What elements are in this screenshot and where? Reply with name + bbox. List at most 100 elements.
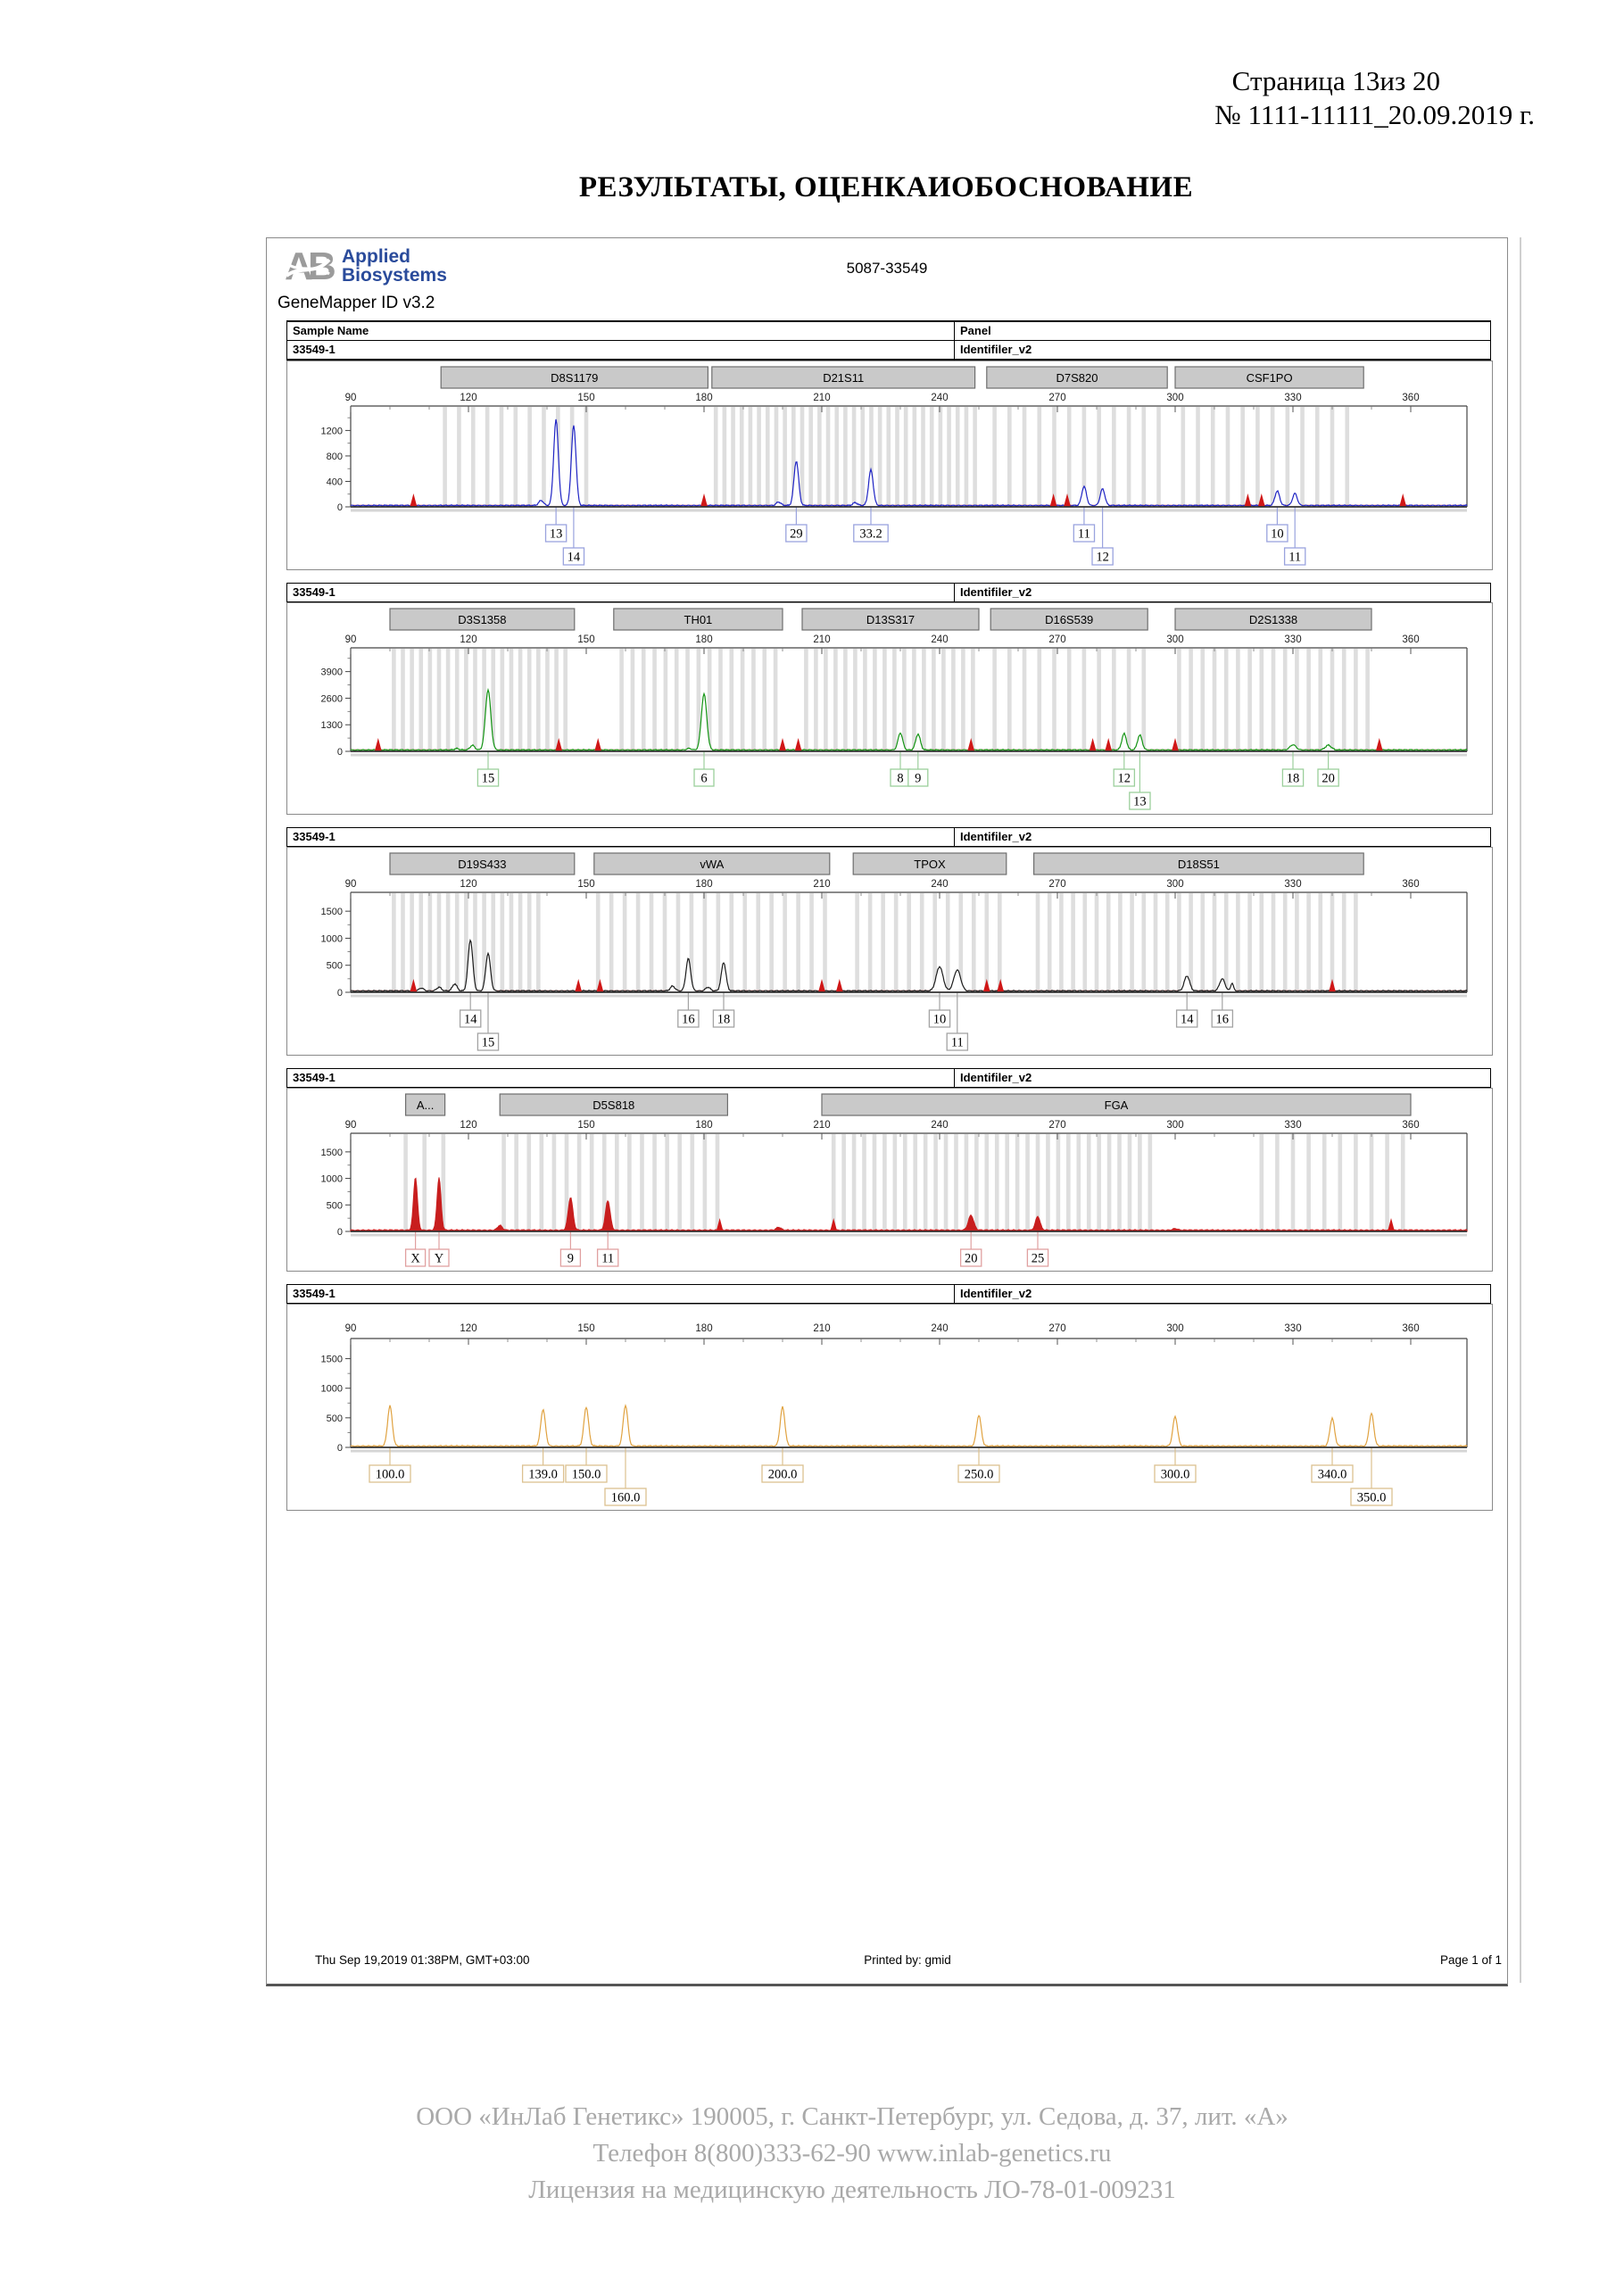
- allele-call-label: Y: [435, 1252, 444, 1266]
- x-axis-tick-label: 330: [1284, 393, 1301, 403]
- y-axis-tick-label: 1000: [321, 933, 343, 944]
- allele-call-box: [1311, 1464, 1354, 1483]
- electropherogram-panel-5: 90 120 150 180 210 240 270 300 330 360 0 500 1000 150…: [286, 1304, 1493, 1511]
- allele-call-label: 139.0: [528, 1468, 558, 1482]
- allele-call-box: [1266, 524, 1288, 543]
- allele-call-box: [1026, 1248, 1049, 1267]
- x-axis-tick-label: 120: [460, 1120, 476, 1131]
- dye-trace-green: [350, 687, 1468, 752]
- marker-label: CSF1PO: [1247, 371, 1293, 385]
- allele-call-label: 12: [1118, 772, 1131, 786]
- marker-box-A: [405, 1093, 446, 1116]
- allele-call-box: [459, 1009, 482, 1028]
- x-axis-tick-label: 270: [1048, 879, 1065, 890]
- allele-call-box: [959, 1248, 982, 1267]
- x-axis-tick-label: 330: [1284, 879, 1301, 890]
- red-marker-triangle: [1399, 493, 1407, 507]
- red-marker-triangle: [967, 738, 975, 751]
- allele-call-box: [946, 1032, 969, 1051]
- red-marker-triangle: [835, 979, 843, 992]
- allele-call-box: [369, 1464, 411, 1483]
- allele-call-box: [907, 768, 929, 787]
- y-axis-tick-label: 0: [337, 1443, 343, 1454]
- allele-call-box: [1317, 768, 1339, 787]
- panel-name: Identifiler_v2: [954, 1069, 1032, 1087]
- allele-call-label: 14: [464, 1013, 477, 1027]
- marker-box-TPOX: [852, 852, 1007, 875]
- x-axis-tick-label: 120: [460, 393, 476, 403]
- red-marker-triangle: [1388, 1218, 1395, 1231]
- x-axis-tick-label: 240: [931, 1323, 948, 1334]
- red-marker-triangle: [1257, 493, 1265, 507]
- allele-call-box: [521, 1464, 565, 1483]
- allele-call-label: 10: [933, 1013, 947, 1027]
- allele-call-label: 300.0: [1161, 1468, 1190, 1482]
- allele-call-box: [761, 1464, 804, 1483]
- marker-box-D19S433: [389, 852, 576, 875]
- marker-label: D5S818: [592, 1098, 634, 1112]
- allele-call-label: 11: [1288, 551, 1301, 565]
- report-page-count: Page 1 of 1: [1439, 1953, 1502, 1967]
- allele-call-label: 100.0: [376, 1468, 405, 1482]
- allele-call-label: 11: [951, 1036, 964, 1050]
- sample-name: 33549-1: [293, 585, 336, 599]
- allele-call-label: 16: [1216, 1013, 1230, 1027]
- x-axis-tick-label: 300: [1166, 879, 1183, 890]
- marker-box-D16S539: [990, 608, 1148, 631]
- dye-trace-blue: [350, 419, 1468, 508]
- electropherogram-panel-4: 90 120 150 180 210 240 270 300 330 360 0 500 1000 150…: [286, 1088, 1493, 1272]
- marker-box-D2S1338: [1174, 608, 1372, 631]
- allele-call-box: [596, 1248, 619, 1267]
- marker-label: D2S1338: [1249, 613, 1297, 626]
- scan-artifact-line: [1520, 237, 1521, 1983]
- y-axis-tick-label: 500: [327, 1200, 343, 1211]
- allele-call-label: X: [410, 1252, 420, 1266]
- x-axis-tick-label: 180: [695, 1323, 712, 1334]
- page-title: РЕЗУЛЬТАТЫ, ОЦЕНКАИОБОСНОВАНИЕ: [578, 171, 1194, 203]
- marker-box-FGA: [821, 1093, 1412, 1116]
- y-axis-tick-label: 500: [327, 1413, 343, 1424]
- allele-call-box: [957, 1464, 1000, 1483]
- allele-call-box: [785, 524, 808, 543]
- allele-call-label: 16: [682, 1013, 695, 1027]
- y-axis-tick-label: 1200: [321, 426, 343, 436]
- print-timestamp: Thu Sep 19,2019 01:38PM, GMT+03:00: [315, 1953, 530, 1967]
- x-axis-tick-label: 180: [695, 1120, 712, 1131]
- allele-call-label: 11: [1078, 527, 1090, 542]
- allele-call-label: 15: [482, 772, 495, 786]
- allele-call-box: [559, 1248, 582, 1267]
- x-axis-tick-label: 240: [931, 879, 948, 890]
- panel-name: Identifiler_v2: [954, 828, 1032, 846]
- allele-call-label: 200.0: [768, 1468, 798, 1482]
- y-axis-tick-label: 2600: [321, 693, 343, 704]
- red-marker-triangle: [794, 738, 802, 751]
- allele-call-box: [1350, 1488, 1393, 1506]
- allele-call-box: [1129, 792, 1151, 810]
- allele-call-label: 20: [1322, 772, 1335, 786]
- allele-call-label: 9: [915, 772, 921, 786]
- allele-call-box: [476, 1032, 500, 1051]
- panel-name: Identifiler_v2: [954, 584, 1032, 601]
- app-name: GeneMapper ID v3.2: [278, 294, 435, 312]
- allele-call-box: [544, 524, 568, 543]
- x-axis-tick-label: 90: [345, 1323, 357, 1334]
- allele-call-label: 350.0: [1357, 1491, 1387, 1505]
- x-axis-tick-label: 210: [813, 1323, 830, 1334]
- marker-box-D18S51: [1032, 852, 1364, 875]
- sample-name: 33549-1: [293, 830, 336, 843]
- red-marker-triangle: [1244, 493, 1252, 507]
- marker-label: D3S1358: [458, 613, 506, 626]
- red-marker-triangle: [596, 979, 604, 992]
- y-axis-tick-label: 0: [337, 502, 343, 513]
- allele-call-label: 20: [965, 1252, 978, 1266]
- panel-name: Identifiler_v2: [954, 1285, 1032, 1303]
- page-number: Страница 13из 20: [1231, 65, 1440, 96]
- sample-name: 33549-1: [293, 343, 336, 356]
- x-axis-tick-label: 150: [577, 879, 594, 890]
- x-axis-tick-label: 90: [345, 634, 357, 645]
- marker-box-CSF1PO: [1174, 366, 1364, 389]
- marker-box-D3S1358: [389, 608, 576, 631]
- x-axis-tick-label: 330: [1284, 1120, 1301, 1131]
- electropherogram-panel-1: 90 120 150 180 210 240 270 300 330 360 0 400 800 1200…: [286, 361, 1493, 570]
- allele-call-label: 18: [717, 1013, 731, 1027]
